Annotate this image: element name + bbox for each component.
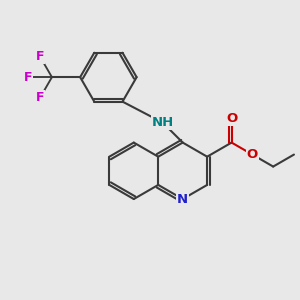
Text: N: N [177, 193, 188, 206]
Text: O: O [226, 112, 237, 125]
Text: NH: NH [152, 116, 174, 129]
Text: F: F [36, 50, 44, 63]
Text: F: F [24, 71, 32, 84]
Text: F: F [36, 92, 44, 104]
Text: O: O [247, 148, 258, 161]
